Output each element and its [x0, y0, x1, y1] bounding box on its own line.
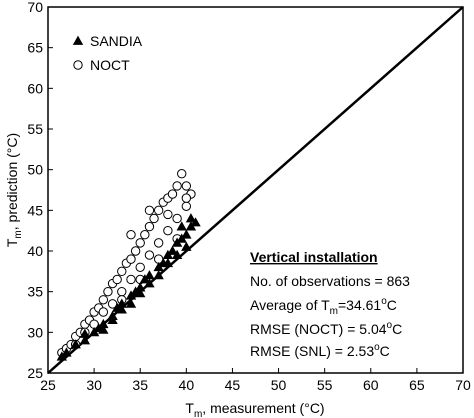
- x-axis-label: Tm, measurement (°C): [185, 400, 324, 418]
- x-tick-label: 70: [455, 377, 471, 393]
- y-tick-label: 55: [27, 121, 43, 137]
- legend-label: NOCT: [90, 57, 130, 73]
- x-tick-label: 65: [409, 377, 425, 393]
- circle-marker: [181, 201, 192, 211]
- y-tick-label: 30: [27, 324, 43, 340]
- triangle-marker: [144, 278, 155, 288]
- triangle-marker: [176, 221, 187, 231]
- circle-marker: [163, 209, 173, 220]
- x-tick-label: 25: [40, 377, 56, 393]
- plot-frame: [47, 6, 464, 374]
- triangle-marker: [135, 287, 146, 298]
- y-tick-label: 65: [27, 40, 43, 56]
- circle-marker: [163, 225, 173, 236]
- triangle-marker: [98, 324, 109, 334]
- triangle-marker: [116, 304, 127, 314]
- circle-marker: [172, 181, 182, 191]
- y-tick-label: 45: [27, 202, 43, 218]
- triangle-marker: [144, 270, 155, 280]
- triangle-marker: [171, 249, 183, 259]
- legend-label: SANDIA: [90, 33, 143, 49]
- circle-marker: [103, 286, 113, 297]
- circle-marker: [117, 266, 127, 277]
- circle-marker: [144, 221, 155, 232]
- triangle-marker: [181, 229, 192, 239]
- circle-marker: [98, 295, 109, 305]
- annotation: RMSE (SNL) = 2.53oC: [250, 342, 390, 359]
- circle-marker: [135, 262, 145, 272]
- circle-marker: [130, 246, 141, 256]
- annotation: No. of observations = 863: [250, 273, 410, 289]
- triangle-marker: [107, 314, 118, 325]
- triangle-marker: [153, 270, 164, 280]
- annotation: Vertical installation: [250, 249, 378, 265]
- triangle-marker: [79, 335, 91, 345]
- circle-marker: [140, 230, 150, 240]
- circle-marker: [153, 205, 164, 216]
- x-tick-label: 60: [363, 377, 379, 393]
- triangle-marker: [162, 257, 174, 268]
- circle-marker: [167, 189, 178, 199]
- y-tick-label: 40: [27, 243, 43, 259]
- identity-line: [47, 6, 464, 374]
- y-tick-label: 70: [27, 0, 43, 15]
- x-tick-label: 45: [225, 377, 241, 393]
- circle-marker: [181, 181, 192, 191]
- triangle-marker: [181, 241, 192, 251]
- circle-marker: [144, 205, 155, 216]
- circle-marker: [112, 274, 122, 285]
- circle-marker: [126, 274, 136, 285]
- circle-marker: [73, 60, 83, 70]
- x-tick-label: 55: [317, 377, 333, 393]
- circle-marker: [153, 238, 164, 248]
- y-tick-label: 50: [27, 162, 43, 178]
- triangle-marker: [70, 339, 81, 349]
- circle-marker: [144, 250, 155, 260]
- annotation-box: Vertical installation No. of observation…: [250, 249, 410, 359]
- y-tick-label: 60: [27, 80, 43, 96]
- circle-marker: [181, 193, 192, 203]
- circle-marker: [177, 169, 187, 179]
- x-tick-label: 30: [86, 377, 102, 393]
- x-tick-label: 35: [132, 377, 148, 393]
- circle-marker: [172, 213, 182, 224]
- circle-marker: [149, 213, 159, 224]
- triangle-marker: [61, 347, 72, 357]
- triangle-marker: [79, 328, 91, 338]
- circle-marker: [126, 254, 136, 264]
- y-tick-label: 35: [27, 284, 43, 300]
- y-tick-label: 25: [27, 365, 43, 381]
- circle-marker: [135, 238, 145, 248]
- circle-marker: [126, 230, 136, 240]
- x-tick-label: 40: [179, 377, 195, 393]
- triangle-marker: [72, 35, 84, 45]
- triangle-marker: [185, 213, 197, 223]
- annotation: RMSE (NOCT) = 5.04oC: [250, 320, 402, 337]
- circle-marker: [98, 307, 109, 317]
- triangle-marker: [167, 245, 178, 255]
- x-tick-label: 50: [271, 377, 287, 393]
- annotation: Average of Tm=34.61oC: [250, 296, 397, 317]
- triangle-marker: [125, 298, 137, 308]
- y-axis-label: Tm, prediction (°C): [4, 133, 24, 247]
- circle-marker: [117, 286, 127, 297]
